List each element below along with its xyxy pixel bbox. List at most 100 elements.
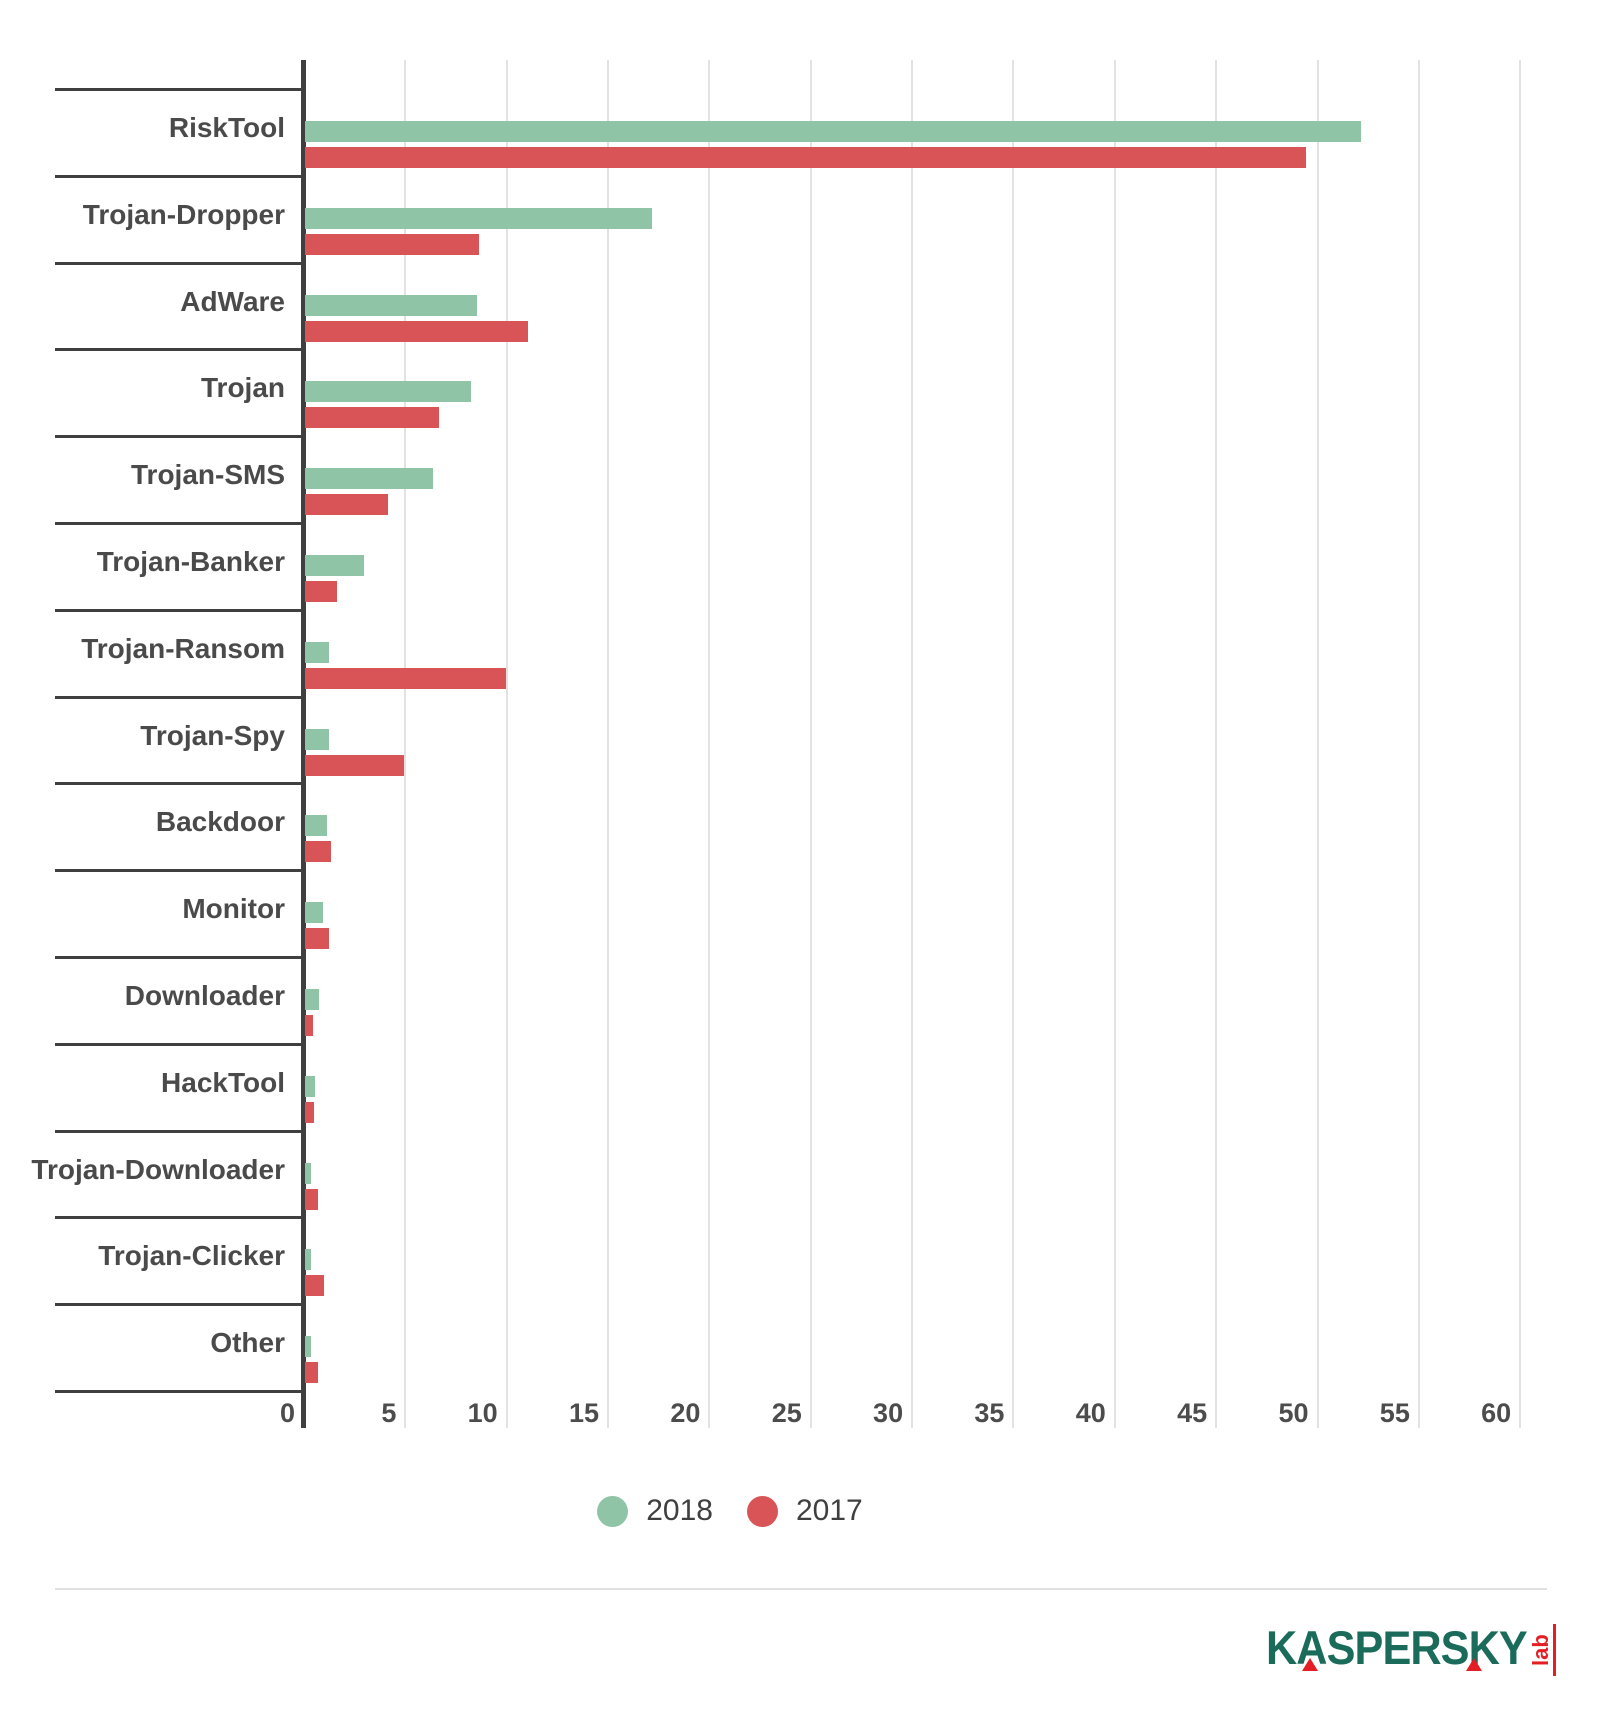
x-tick-label: 0: [279, 1398, 295, 1428]
category-label: Backdoor: [155, 806, 285, 838]
gridline: [1316, 60, 1319, 1428]
chart-legend: 2018 2017: [0, 1483, 1460, 1539]
footer-divider: [55, 1588, 1547, 1590]
row-separator-line: [55, 435, 303, 439]
bar-2017: [305, 1015, 314, 1036]
row-separator-line: [55, 608, 303, 612]
kaspersky-lab-logo: KASPERSKY lab: [1266, 1614, 1556, 1690]
bar-2017: [305, 233, 480, 255]
bar-2018: [305, 989, 320, 1010]
x-tick-label: 50: [1278, 1398, 1309, 1428]
bar-2018: [305, 641, 330, 663]
bar-2018: [305, 381, 472, 403]
bar-2017: [305, 1101, 315, 1123]
x-tick-label: 45: [1177, 1398, 1208, 1428]
category-label: HackTool: [161, 1066, 285, 1098]
row-separator-line: [55, 348, 303, 352]
row-separator-line: [55, 782, 303, 786]
category-label: Other: [210, 1327, 285, 1359]
bar-2017: [305, 320, 528, 342]
x-tick-label: 40: [1075, 1398, 1106, 1428]
category-label: Trojan-Spy: [140, 719, 285, 751]
row-separator-line: [55, 956, 303, 959]
x-tick-label: 25: [771, 1398, 802, 1428]
bar-2017: [305, 147, 1307, 168]
gridline: [1215, 60, 1218, 1428]
x-tick-label: 15: [569, 1398, 600, 1428]
row-separator-line: [55, 1390, 303, 1393]
bar-2017: [305, 581, 338, 602]
bar-2017: [305, 928, 330, 950]
gridline: [1519, 60, 1522, 1428]
category-label: Monitor: [182, 893, 285, 925]
x-tick-label: 10: [467, 1398, 498, 1428]
row-separator-line: [55, 1216, 303, 1220]
row-separator-line: [55, 522, 303, 525]
legend-label: 2018: [646, 1494, 713, 1527]
bar-2018: [305, 902, 324, 924]
bar-2018: [305, 728, 330, 750]
x-tick-label: 30: [873, 1398, 904, 1428]
gridline: [404, 60, 407, 1428]
row-separator-line: [55, 869, 303, 873]
bar-2017: [305, 1362, 319, 1384]
gridline: [607, 60, 610, 1428]
bar-2018: [305, 1336, 312, 1358]
row-separator-line: [55, 1129, 303, 1133]
bar-2018: [305, 1075, 316, 1097]
bar-2018: [305, 294, 478, 316]
bar-2018: [305, 468, 433, 490]
bar-2018: [305, 1162, 312, 1184]
legend-item-2017: 2017: [747, 1494, 863, 1528]
category-label: RiskTool: [168, 112, 285, 143]
category-label: Trojan: [200, 372, 285, 404]
bar-2017: [305, 494, 389, 516]
gridline: [708, 60, 711, 1428]
gridline: [505, 60, 508, 1428]
bar-2018: [305, 121, 1362, 142]
category-label: Trojan-Clicker: [98, 1240, 285, 1272]
row-separator-line: [55, 174, 303, 178]
brand-sub-label: lab: [1528, 1624, 1556, 1676]
bar-2018: [305, 815, 328, 837]
logo-triangle-icon: [1466, 1658, 1482, 1671]
x-tick-label: 55: [1379, 1398, 1410, 1428]
x-tick-label: 60: [1481, 1398, 1512, 1428]
category-label: Trojan-Banker: [96, 546, 285, 577]
bar-2017: [305, 407, 439, 429]
legend-dot-icon: [597, 1495, 629, 1527]
logo-triangle-icon: [1302, 1658, 1318, 1671]
gridline: [1113, 60, 1116, 1428]
y-axis-line: [301, 60, 306, 1428]
legend-dot-icon: [747, 1495, 778, 1527]
gridline: [911, 60, 914, 1428]
row-separator-line: [55, 1042, 303, 1046]
row-separator-line: [55, 261, 303, 265]
category-label: Trojan-Dropper: [82, 198, 285, 230]
row-separator-line: [55, 695, 303, 699]
category-label: Downloader: [124, 980, 285, 1011]
bar-2018: [305, 207, 652, 229]
gridline: [1012, 60, 1015, 1428]
bar-2017: [305, 1275, 325, 1297]
category-label: Trojan-Ransom: [81, 632, 285, 664]
x-tick-label: 35: [974, 1398, 1005, 1428]
legend-item-2018: 2018: [597, 1494, 713, 1528]
legend-label: 2017: [796, 1494, 863, 1527]
row-separator-line: [55, 88, 303, 91]
bar-2018: [305, 555, 364, 576]
category-label: AdWare: [180, 285, 285, 317]
row-separator-line: [55, 1303, 303, 1307]
bar-2017: [305, 1188, 319, 1210]
category-label: Trojan-Downloader: [31, 1153, 285, 1185]
bar-2018: [305, 1249, 312, 1271]
category-label: Trojan-SMS: [130, 459, 285, 491]
gridline: [1417, 60, 1420, 1428]
x-tick-label: 20: [670, 1398, 701, 1428]
bar-2017: [305, 667, 506, 689]
bar-2017: [305, 754, 405, 776]
gridline: [809, 60, 812, 1428]
x-tick-label: 5: [381, 1398, 397, 1428]
bar-2017: [305, 841, 332, 863]
